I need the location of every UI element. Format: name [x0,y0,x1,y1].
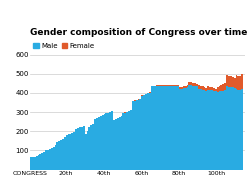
Text: Gender composition of Congress over time: Gender composition of Congress over time [30,28,248,37]
Legend: Male, Female: Male, Female [34,43,94,49]
